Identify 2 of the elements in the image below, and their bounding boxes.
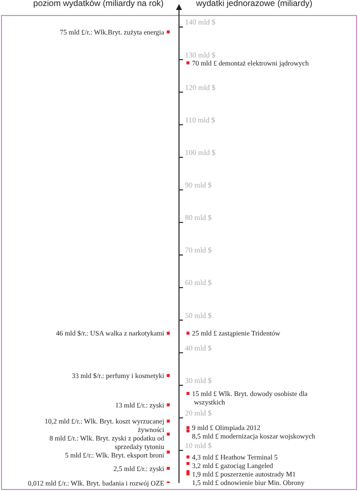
x-tick-label: wydatki jednorazowe (miliardy) bbox=[195, 0, 312, 8]
x-tick-label: poziom wydatków (miliardy na rok) bbox=[33, 0, 164, 8]
